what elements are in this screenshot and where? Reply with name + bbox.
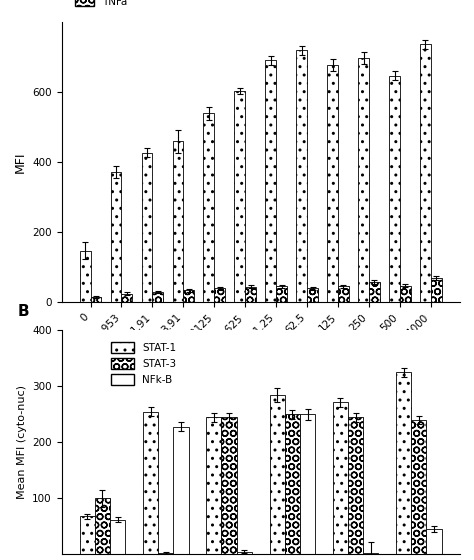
Text: B: B: [18, 304, 29, 319]
Bar: [206, 417, 221, 554]
Bar: [338, 286, 349, 302]
Bar: [427, 529, 442, 554]
Bar: [235, 91, 245, 302]
Bar: [158, 553, 173, 554]
Bar: [369, 282, 380, 302]
Bar: [173, 427, 189, 554]
Bar: [411, 420, 427, 554]
Bar: [270, 395, 285, 554]
Bar: [214, 288, 225, 302]
Bar: [363, 553, 378, 554]
Bar: [110, 172, 121, 302]
Bar: [333, 402, 348, 554]
Bar: [95, 498, 110, 554]
Bar: [91, 297, 101, 302]
Bar: [307, 288, 318, 302]
Bar: [276, 286, 287, 302]
Bar: [221, 417, 237, 554]
Bar: [420, 44, 431, 302]
Bar: [153, 292, 163, 302]
Bar: [389, 76, 400, 302]
Legend: pEGFR, TNFa: pEGFR, TNFa: [71, 0, 140, 11]
Bar: [245, 287, 256, 302]
Bar: [358, 58, 369, 302]
Bar: [265, 60, 276, 302]
Bar: [396, 372, 411, 554]
Bar: [348, 417, 363, 554]
Legend: STAT-1, STAT-3, NFk-B: STAT-1, STAT-3, NFk-B: [107, 338, 180, 389]
Bar: [400, 286, 411, 302]
Y-axis label: Mean MFI (cyto-nuc): Mean MFI (cyto-nuc): [17, 385, 27, 500]
Y-axis label: MFI: MFI: [14, 152, 27, 173]
Bar: [327, 65, 338, 302]
Bar: [80, 516, 95, 554]
Bar: [173, 141, 183, 302]
Bar: [142, 152, 153, 302]
Bar: [285, 414, 300, 554]
Bar: [431, 278, 442, 302]
Bar: [80, 251, 91, 302]
Bar: [296, 50, 307, 302]
Bar: [143, 412, 158, 554]
Bar: [121, 293, 132, 302]
Bar: [203, 113, 214, 302]
Bar: [183, 290, 194, 302]
Bar: [300, 414, 315, 554]
Bar: [237, 552, 252, 554]
X-axis label: rhEGF [ng/mL]: rhEGF [ng/mL]: [210, 351, 311, 363]
Bar: [110, 520, 125, 554]
